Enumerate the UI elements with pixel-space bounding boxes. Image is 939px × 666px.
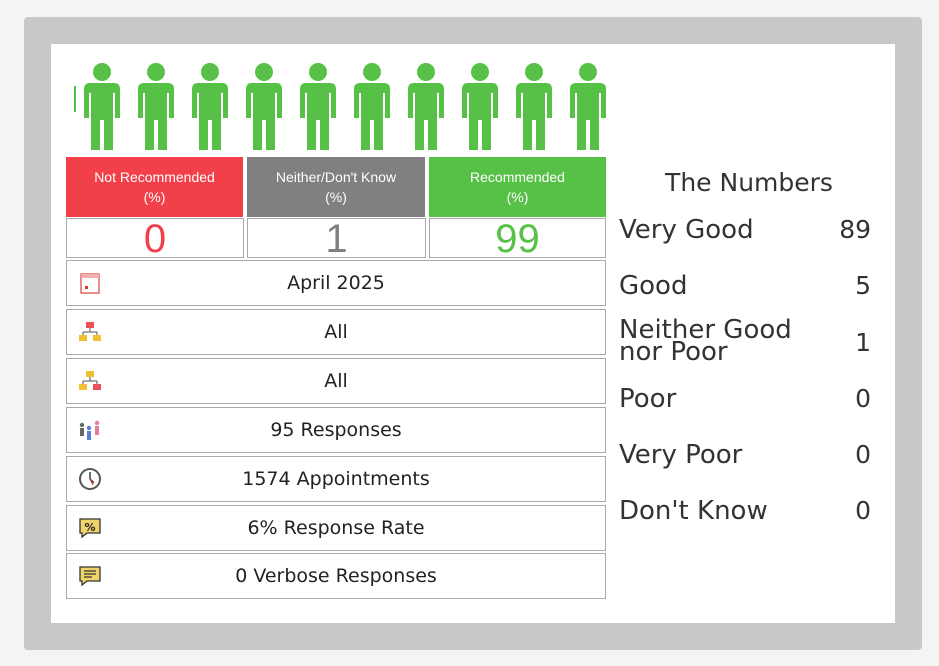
message-icon	[78, 564, 102, 588]
neither-label: Neither/Don't Know	[275, 169, 397, 185]
period-label: April 2025	[287, 272, 385, 294]
group-filter-row[interactable]: All	[66, 309, 606, 355]
period-row[interactable]: April 2025	[66, 260, 606, 306]
numbers-item: Very Poor 0	[619, 442, 871, 490]
responses-label: 95 Responses	[270, 419, 402, 441]
numbers-item-value: 89	[839, 215, 871, 244]
percent-tag-icon: %	[78, 516, 102, 540]
numbers-item-label-line2: nor Poor	[619, 337, 728, 367]
response-rate-row[interactable]: % 6% Response Rate	[66, 505, 606, 551]
person-icon	[566, 62, 606, 152]
numbers-item-label: Don't Know	[619, 496, 768, 526]
svg-text:%: %	[84, 521, 95, 534]
people-icon	[78, 418, 102, 442]
unit-filter-label: All	[324, 370, 348, 392]
numbers-item-value: 0	[855, 440, 871, 469]
org-chart-icon	[78, 369, 102, 393]
numbers-item-label: Good	[619, 271, 688, 301]
numbers-item-value: 0	[855, 384, 871, 413]
calendar-icon	[78, 271, 102, 295]
numbers-item-label: Poor	[619, 384, 677, 414]
person-icon	[404, 62, 448, 152]
people-pictogram	[74, 60, 606, 152]
person-icon	[80, 62, 124, 152]
response-rate-label: 6% Response Rate	[247, 517, 425, 539]
recommended-value: 99	[429, 218, 606, 259]
verbose-responses-row[interactable]: 0 Verbose Responses	[66, 553, 606, 599]
person-icon	[512, 62, 556, 152]
recommended-header: Recommended (%)	[429, 157, 606, 217]
numbers-item: Neither Good nor Poor 1	[619, 315, 871, 367]
org-chart-icon	[78, 320, 102, 344]
neither-value: 1	[247, 218, 426, 259]
appointments-label: 1574 Appointments	[242, 468, 430, 490]
clock-icon	[78, 467, 102, 491]
group-filter-label: All	[324, 321, 348, 343]
numbers-item: Good 5	[619, 273, 871, 321]
person-icon	[350, 62, 394, 152]
person-icon	[242, 62, 286, 152]
numbers-item-label: Very Good	[619, 215, 754, 245]
not-recommended-label: Not Recommended	[94, 169, 215, 185]
numbers-item: Don't Know 0	[619, 498, 871, 546]
person-icon	[134, 62, 178, 152]
numbers-item: Very Good 89	[619, 217, 871, 265]
numbers-item-label-line1: Neither Good	[619, 315, 792, 345]
not-recommended-value: 0	[66, 218, 244, 259]
person-icon	[296, 62, 340, 152]
numbers-title: The Numbers	[665, 168, 833, 197]
numbers-item-value: 0	[855, 496, 871, 525]
responses-row[interactable]: 95 Responses	[66, 407, 606, 453]
neither-header: Neither/Don't Know (%)	[247, 157, 425, 217]
recommended-unit: (%)	[506, 189, 529, 205]
numbers-item-value: 5	[855, 271, 871, 300]
not-recommended-unit: (%)	[143, 189, 166, 205]
numbers-item-value: 1	[855, 328, 871, 357]
person-icon	[188, 62, 232, 152]
appointments-row[interactable]: 1574 Appointments	[66, 456, 606, 502]
numbers-item-label: Very Poor	[619, 440, 743, 470]
pictogram-edge	[74, 86, 76, 112]
not-recommended-header: Not Recommended (%)	[66, 157, 243, 217]
numbers-item-label: Neither Good nor Poor	[619, 315, 792, 367]
unit-filter-row[interactable]: All	[66, 358, 606, 404]
recommended-label: Recommended	[470, 169, 565, 185]
numbers-item: Poor 0	[619, 386, 871, 434]
neither-unit: (%)	[325, 189, 347, 205]
person-icon	[458, 62, 502, 152]
verbose-responses-label: 0 Verbose Responses	[235, 565, 437, 587]
